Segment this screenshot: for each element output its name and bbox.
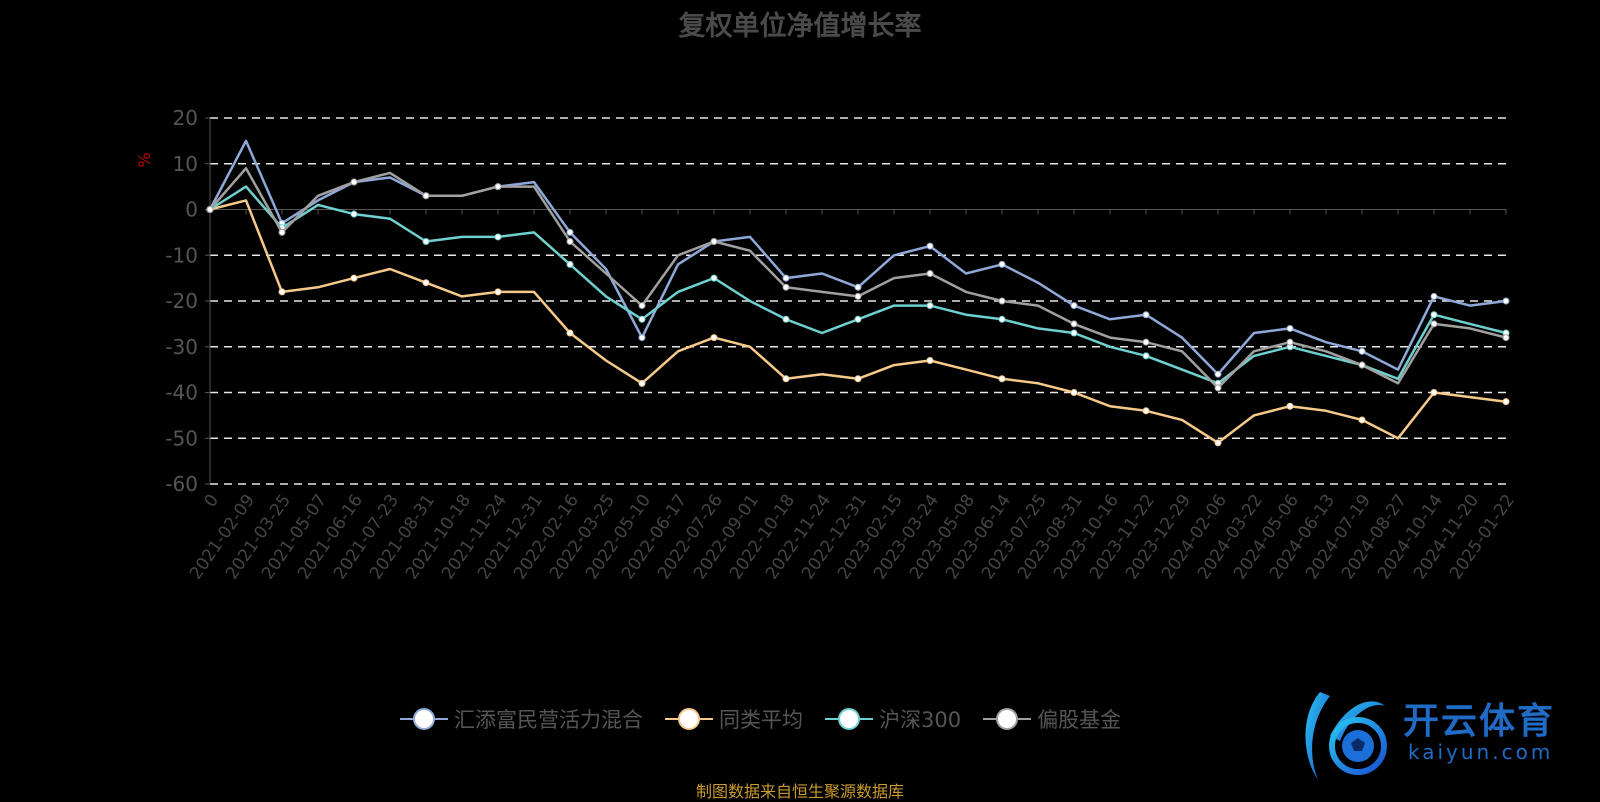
data-point [1286, 324, 1294, 332]
y-tick-label: -60 [165, 472, 198, 496]
legend-item[interactable]: 沪深300 [825, 704, 961, 734]
data-point [350, 210, 358, 218]
data-point [854, 375, 862, 383]
legend: 汇添富民营活力混合 同类平均 沪深300 偏股基金 [400, 704, 1121, 734]
data-point [998, 315, 1006, 323]
data-point [638, 302, 646, 310]
chart-title: 复权单位净值增长率 [678, 11, 922, 42]
legend-item[interactable]: 偏股基金 [983, 704, 1121, 734]
legend-marker-icon [983, 708, 1032, 730]
data-point [1502, 398, 1510, 406]
data-point [1430, 292, 1438, 300]
logo-mark-icon [1305, 692, 1387, 780]
data-point [1430, 311, 1438, 319]
y-tick-label: -10 [165, 243, 198, 267]
data-point [422, 192, 430, 200]
data-point [1070, 329, 1078, 337]
data-point [422, 279, 430, 287]
y-tick-label: 20 [173, 106, 198, 130]
data-point [998, 260, 1006, 268]
legend-label: 沪深300 [879, 708, 962, 732]
data-point [926, 242, 934, 250]
data-point [1358, 416, 1366, 424]
legend-item[interactable]: 同类平均 [665, 704, 803, 734]
y-axis-label: % [135, 152, 154, 167]
data-point [710, 334, 718, 342]
data-point [494, 233, 502, 241]
data-point [782, 375, 790, 383]
data-point [1358, 347, 1366, 355]
data-point [1214, 439, 1222, 447]
y-tick-label: 10 [173, 152, 198, 176]
legend-label: 汇添富民营活力混合 [454, 708, 643, 732]
legend-marker-icon [825, 708, 873, 730]
data-point [1358, 361, 1366, 369]
data-point [638, 334, 646, 342]
logo-text-cn: 开云体育 [1403, 701, 1556, 742]
data-point [1070, 320, 1078, 328]
data-point [710, 274, 718, 282]
data-point [566, 238, 574, 246]
legend-marker-icon [400, 708, 448, 730]
data-point [1286, 338, 1294, 346]
data-point [854, 292, 862, 300]
y-tick-label: -50 [165, 426, 198, 450]
data-point [350, 274, 358, 282]
data-point [422, 238, 430, 246]
data-point [278, 288, 286, 296]
data-point [350, 178, 358, 186]
data-point [926, 356, 934, 364]
data-point [206, 206, 214, 213]
data-point [566, 228, 574, 236]
data-point [710, 238, 718, 246]
data-point [782, 274, 790, 282]
data-point [1502, 297, 1510, 305]
data-point [1142, 352, 1150, 360]
data-point [278, 228, 286, 236]
x-tick-label: 0 [200, 491, 223, 511]
data-point [1214, 370, 1222, 378]
data-point [566, 260, 574, 268]
data-source-note: 制图数据来自恒生聚源数据库 [695, 782, 904, 801]
data-point [854, 283, 862, 291]
series-line-3 [209, 167, 1507, 390]
kaiyun-logo: 开云体育 kaiyun.com [1290, 686, 1590, 786]
data-point [854, 315, 862, 323]
data-point [782, 283, 790, 291]
data-point [1142, 407, 1150, 415]
data-point [1502, 334, 1510, 342]
data-point [926, 270, 934, 278]
data-point [638, 315, 646, 323]
data-point [926, 302, 934, 310]
y-tick-label: -30 [165, 335, 198, 359]
data-point [998, 375, 1006, 383]
data-point [998, 297, 1006, 305]
y-tick-label: 0 [185, 198, 198, 222]
data-point [1430, 320, 1438, 328]
data-point [494, 183, 502, 191]
y-tick-label: -40 [165, 381, 198, 405]
data-point [782, 315, 790, 323]
data-point [494, 288, 502, 296]
data-point [1142, 338, 1150, 346]
logo-text-en: kaiyun.com [1408, 740, 1554, 764]
data-point [638, 379, 646, 387]
data-point [1286, 402, 1294, 410]
series-line-0 [208, 139, 1507, 376]
legend-item[interactable]: 汇添富民营活力混合 [400, 704, 643, 734]
legend-label: 偏股基金 [1037, 708, 1122, 732]
legend-marker-icon [665, 708, 713, 730]
y-tick-label: -20 [165, 289, 198, 313]
data-point [1070, 302, 1078, 310]
legend-label: 同类平均 [719, 708, 803, 732]
data-point [1070, 389, 1078, 396]
data-point [1142, 311, 1150, 319]
data-point [566, 329, 574, 337]
data-point [1430, 389, 1438, 396]
data-point [1214, 384, 1222, 392]
